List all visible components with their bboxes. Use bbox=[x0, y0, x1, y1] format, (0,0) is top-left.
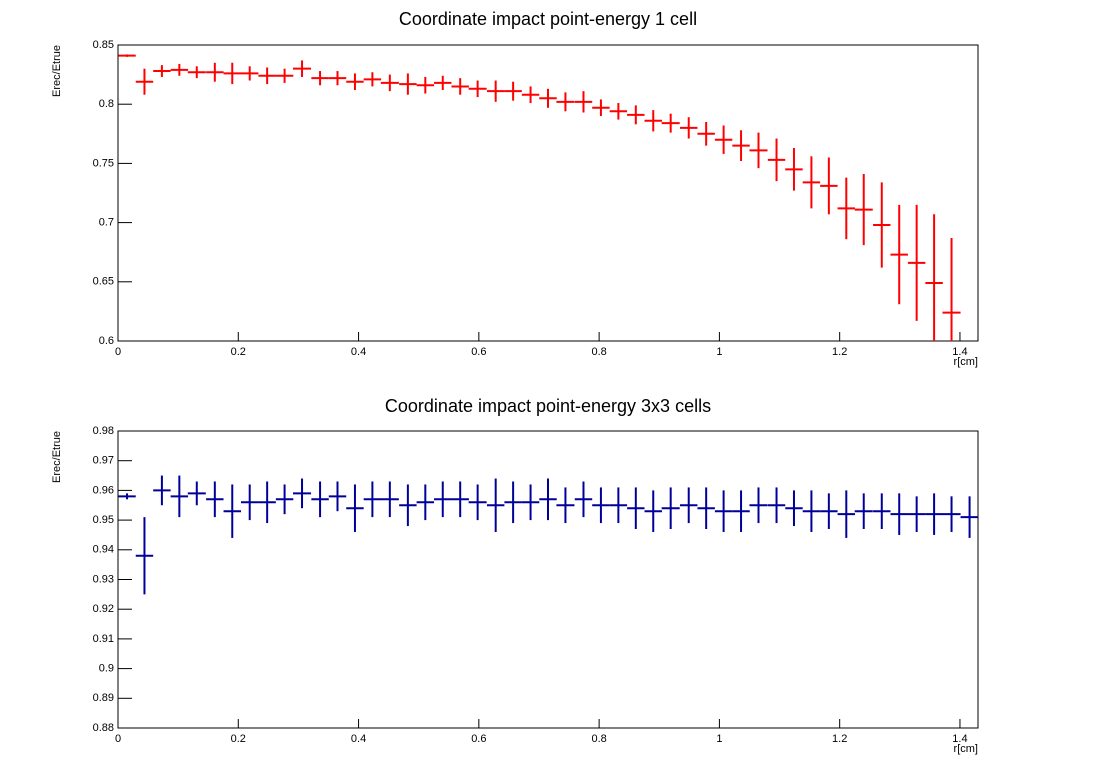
y-axis-label: Erec/Etrue bbox=[51, 431, 63, 483]
plot-area bbox=[118, 475, 978, 595]
chart-title: Coordinate impact point-energy 3x3 cells bbox=[385, 396, 711, 416]
y-tick-label: 0.6 bbox=[99, 335, 114, 347]
x-tick-label: 0.8 bbox=[591, 346, 606, 358]
x-tick-label: 0.4 bbox=[351, 733, 366, 745]
x-tick-label: 0.4 bbox=[351, 346, 366, 358]
plot-area bbox=[118, 54, 961, 341]
y-tick-label: 0.93 bbox=[93, 573, 114, 585]
y-tick-label: 0.85 bbox=[93, 39, 114, 51]
y-tick-label: 0.96 bbox=[93, 484, 114, 496]
y-tick-label: 0.92 bbox=[93, 603, 114, 615]
y-tick-label: 0.88 bbox=[93, 722, 114, 734]
x-tick-label: 1.2 bbox=[832, 346, 847, 358]
x-tick-label: 1.4 bbox=[952, 346, 967, 358]
x-tick-label: 0.8 bbox=[591, 733, 606, 745]
chart-title: Coordinate impact point-energy 1 cell bbox=[399, 9, 697, 29]
x-tick-label: 1.2 bbox=[832, 733, 847, 745]
plot-frame bbox=[117, 44, 979, 342]
x-tick-label: 1.4 bbox=[952, 733, 967, 745]
x-tick-label: 0 bbox=[115, 346, 121, 358]
y-tick-label: 0.97 bbox=[93, 455, 114, 467]
plot-frame bbox=[117, 430, 979, 729]
y-tick-label: 0.65 bbox=[93, 276, 114, 288]
y-tick-label: 0.95 bbox=[93, 514, 114, 526]
x-tick-label: 0.2 bbox=[231, 733, 246, 745]
x-axis-label: r[cm] bbox=[954, 356, 978, 368]
x-tick-label: 1 bbox=[716, 733, 722, 745]
x-tick-label: 0.6 bbox=[471, 346, 486, 358]
y-tick-label: 0.98 bbox=[93, 425, 114, 437]
y-tick-label: 0.89 bbox=[93, 692, 114, 704]
y-axis-label: Erec/Etrue bbox=[51, 45, 63, 97]
y-tick-label: 0.75 bbox=[93, 157, 114, 169]
y-tick-label: 0.8 bbox=[99, 98, 114, 110]
y-tick-label: 0.9 bbox=[99, 663, 114, 675]
x-tick-label: 1 bbox=[716, 346, 722, 358]
y-tick-label: 0.91 bbox=[93, 633, 114, 645]
x-axis-label: r[cm] bbox=[954, 743, 978, 755]
x-tick-label: 0 bbox=[115, 733, 121, 745]
x-tick-label: 0.2 bbox=[231, 346, 246, 358]
x-tick-label: 0.6 bbox=[471, 733, 486, 745]
y-tick-label: 0.94 bbox=[93, 544, 114, 556]
y-tick-label: 0.7 bbox=[99, 217, 114, 229]
